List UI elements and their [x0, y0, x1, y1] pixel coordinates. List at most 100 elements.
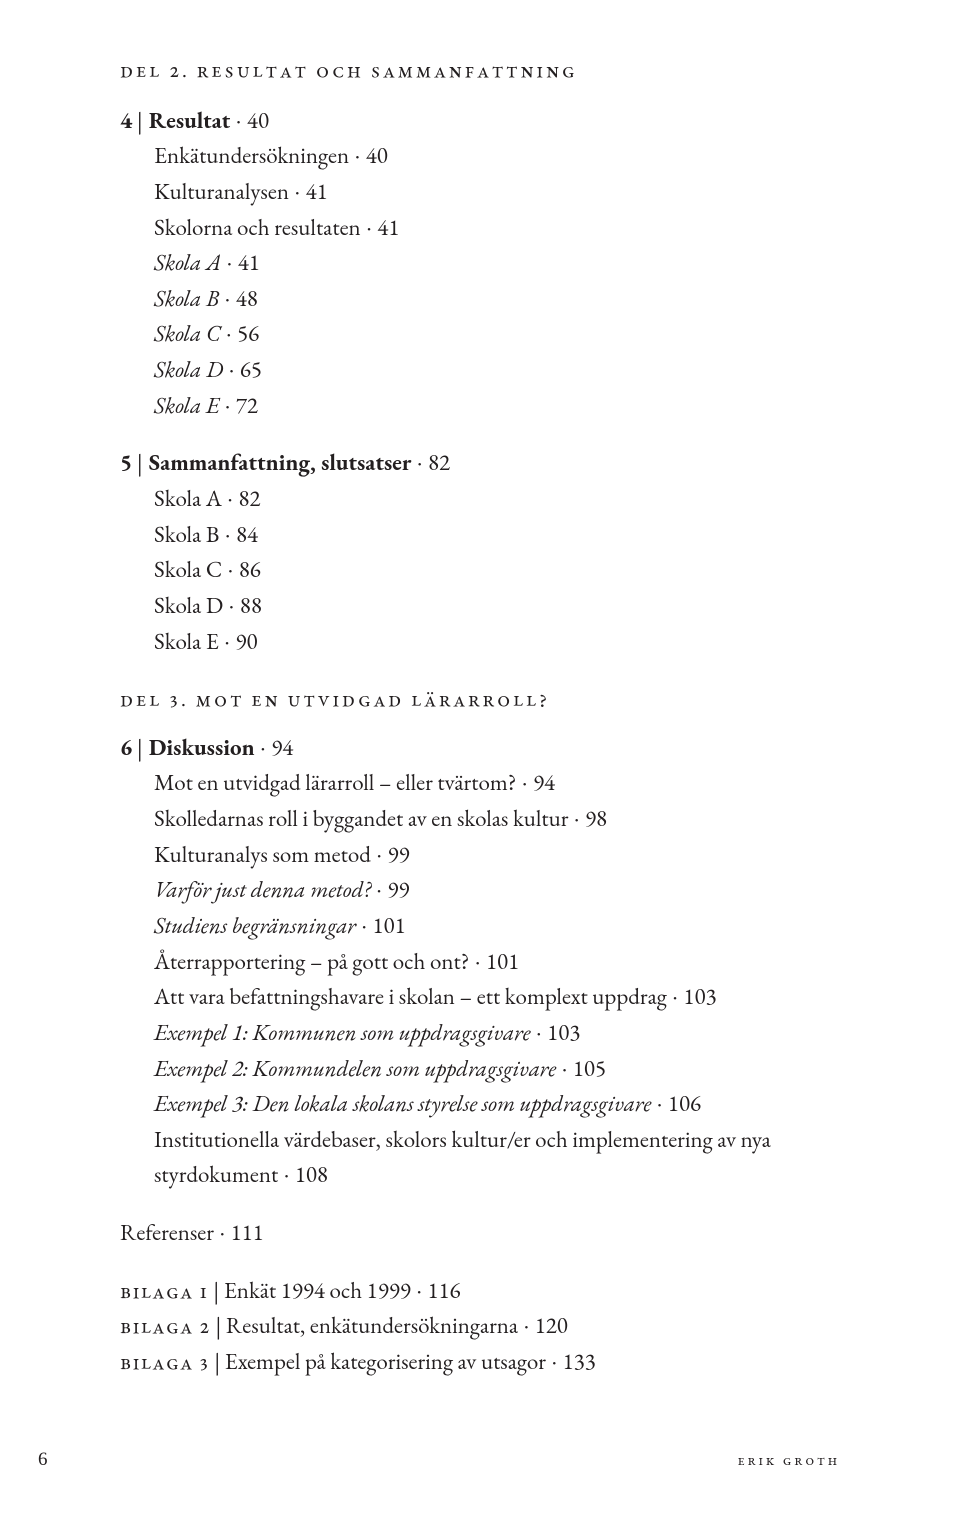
- toc-entry-page: 99: [387, 839, 409, 869]
- part-2-label: del 2. resultat och sammanfattning: [120, 55, 578, 84]
- bilaga-pipe: |: [209, 1275, 224, 1305]
- ch6-items: Mot en utvidgad lärarroll – eller tvärto…: [120, 765, 840, 1193]
- toc-entry-page: 84: [236, 519, 258, 549]
- dot-separator: ·: [284, 1162, 289, 1185]
- toc-entry: Exempel 3: Den lokala skolans styrelse s…: [120, 1086, 840, 1122]
- dot-separator: ·: [225, 629, 230, 652]
- toc-entry-page: 41: [238, 247, 260, 277]
- toc-entry-label: Enkätundersökningen: [154, 140, 349, 170]
- toc-entry: Kulturanalysen·41: [120, 174, 840, 210]
- toc-entry: Studiens begränsningar·101: [120, 908, 840, 944]
- dot-separator: ·: [355, 143, 360, 166]
- ch6-title: Diskussion: [149, 732, 255, 762]
- page-footer: 6 erik groth: [0, 1449, 960, 1471]
- toc-entry-page: 108: [295, 1159, 328, 1189]
- ch5-items: Skola A·82Skola B·84Skola C·86Skola D·88…: [120, 481, 840, 659]
- dot-separator: ·: [537, 1020, 542, 1043]
- toc-entry: Skolorna och resultaten·41: [120, 210, 840, 246]
- dot-separator: ·: [417, 450, 422, 473]
- dot-separator: ·: [475, 949, 480, 972]
- toc-entry: Skola C·56: [120, 316, 840, 352]
- bilaga-page: 133: [563, 1346, 596, 1376]
- toc-entry: Skola D·88: [120, 588, 840, 624]
- toc-entry-label: Exempel 2: Kommundelen som uppdragsgivar…: [154, 1053, 556, 1083]
- dot-separator: ·: [261, 735, 266, 758]
- toc-entry-page: 103: [547, 1017, 580, 1047]
- bilaga-entry: bilaga 2 | Resultat, enkätundersökningar…: [120, 1308, 840, 1344]
- ch4-page: 40: [247, 105, 269, 135]
- dot-separator: ·: [228, 557, 233, 580]
- ch5-title: Sammanfattning, slutsatser: [149, 447, 412, 477]
- toc-entry-page: 86: [239, 554, 261, 584]
- ch4-items: Enkätundersökningen·40Kulturanalysen·41S…: [120, 138, 840, 423]
- toc-entry-label: Att vara befattningshavare i skolan – et…: [154, 981, 667, 1011]
- toc-entry-page: 65: [240, 354, 262, 384]
- ch4-title: Resultat: [149, 105, 231, 135]
- bilaga-pipe: |: [210, 1346, 225, 1376]
- toc-entry-page: 94: [533, 767, 555, 797]
- bilaga-pipe: |: [211, 1310, 226, 1340]
- toc-entry: Skola E ·90: [120, 624, 840, 660]
- references-page: 111: [231, 1217, 264, 1247]
- toc-entry-label: Exempel 1: Kommunen som uppdragsgivare: [154, 1017, 531, 1047]
- toc-entry: Skola B·48: [120, 281, 840, 317]
- ch5-pipe: |: [137, 447, 143, 477]
- ch4-number: 4: [120, 105, 132, 135]
- dot-separator: ·: [229, 593, 234, 616]
- toc-entry: Skola E·72: [120, 388, 840, 424]
- toc-entry-label: Återrapportering – på gott och ont?: [154, 946, 469, 976]
- toc-entry-page: 101: [373, 910, 406, 940]
- toc-entry-page: 90: [235, 626, 257, 656]
- ch4-pipe: |: [137, 105, 143, 135]
- bilagor-list: bilaga 1 | Enkät 1994 och 1999·116bilaga…: [120, 1273, 840, 1380]
- toc-entry: Kulturanalys som metod ·99: [120, 837, 840, 873]
- dot-separator: ·: [226, 321, 231, 344]
- toc-entry-label: Skola A: [154, 483, 222, 513]
- bilaga-entry: bilaga 1 | Enkät 1994 och 1999·116: [120, 1273, 840, 1309]
- toc-entry: Återrapportering – på gott och ont?·101: [120, 944, 840, 980]
- ch6-heading: 6 |Diskussion·94: [120, 730, 840, 766]
- toc-entry: Skolledarnas roll i byggandet av en skol…: [120, 801, 840, 837]
- toc-entry: Skola D·65: [120, 352, 840, 388]
- toc-entry-label: Skola D: [154, 354, 223, 384]
- dot-separator: ·: [377, 842, 382, 865]
- bilaga-prefix: bilaga 3: [120, 1347, 210, 1376]
- toc-entry-page: 41: [377, 212, 399, 242]
- ch6-pipe: |: [137, 732, 143, 762]
- part-3-label: del 3. mot en utvidgad lärarroll?: [120, 684, 550, 713]
- toc-entry-label: Kulturanalys som metod: [154, 839, 371, 869]
- bilaga-page: 116: [427, 1275, 460, 1305]
- toc-entry-page: 56: [237, 318, 259, 348]
- references-label: Referenser: [120, 1217, 214, 1247]
- dot-separator: ·: [362, 913, 367, 936]
- toc-entry-label: Skola E: [154, 626, 219, 656]
- toc-entry-label: Skola C: [154, 554, 222, 584]
- part-3-heading: del 3. mot en utvidgad lärarroll?: [120, 685, 840, 714]
- dot-separator: ·: [552, 1349, 557, 1372]
- dot-separator: ·: [236, 108, 241, 131]
- toc-entry-page: 72: [236, 390, 258, 420]
- toc-entry-label: Varför just denna metod?: [154, 874, 371, 904]
- toc-entry-label: Exempel 3: Den lokala skolans styrelse s…: [154, 1088, 651, 1118]
- toc-entry: Enkätundersökningen·40: [120, 138, 840, 174]
- dot-separator: ·: [295, 179, 300, 202]
- dot-separator: ·: [562, 1056, 567, 1079]
- dot-separator: ·: [673, 984, 678, 1007]
- bilaga-label: Resultat, enkätundersökningarna: [226, 1310, 518, 1340]
- bilaga-entry: bilaga 3 | Exempel på kategorisering av …: [120, 1344, 840, 1380]
- bilaga-label: Enkät 1994 och 1999: [224, 1275, 411, 1305]
- toc-entry-label: Skola B: [154, 519, 219, 549]
- page: del 2. resultat och sammanfattning 4 |Re…: [0, 0, 960, 1519]
- ch5-number: 5: [120, 447, 132, 477]
- toc-entry-page: 99: [387, 874, 409, 904]
- toc-entry-page: 106: [668, 1088, 701, 1118]
- toc-entry-label: Skolorna och resultaten: [154, 212, 361, 242]
- toc-entry-label: Institutionella värdebaser, skolors kult…: [154, 1124, 771, 1190]
- bilaga-prefix: bilaga 1: [120, 1276, 209, 1305]
- dot-separator: ·: [220, 1220, 225, 1243]
- toc-entry-label: Skola D: [154, 590, 223, 620]
- dot-separator: ·: [225, 393, 230, 416]
- ch6-page: 94: [271, 732, 293, 762]
- toc-entry-label: Skola B: [154, 283, 219, 313]
- footer-author: erik groth: [738, 1451, 840, 1470]
